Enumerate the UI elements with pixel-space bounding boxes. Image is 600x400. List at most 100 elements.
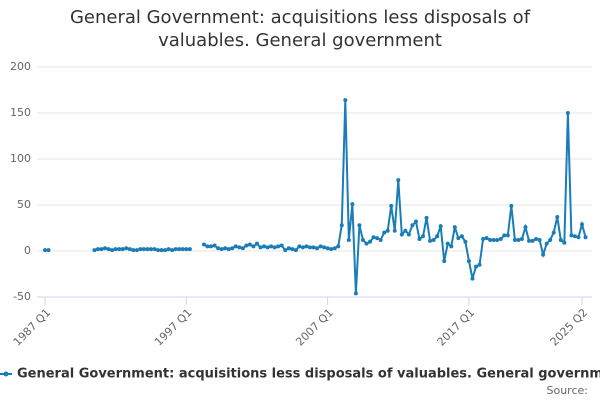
x-tick-label: 1987 Q1 <box>11 306 54 349</box>
data-point <box>322 245 327 250</box>
data-point <box>127 247 132 252</box>
data-point <box>300 245 305 250</box>
data-point <box>410 223 415 228</box>
data-point <box>230 246 235 251</box>
data-point <box>491 237 496 242</box>
data-point <box>240 246 245 251</box>
data-point <box>463 239 468 244</box>
y-tick-label: -50 <box>13 290 31 303</box>
data-point <box>435 234 440 239</box>
source: Source: <box>547 384 589 397</box>
data-point <box>141 247 146 252</box>
data-point <box>534 237 539 242</box>
legend-marker <box>3 371 9 377</box>
data-point <box>562 240 567 245</box>
data-point <box>449 244 454 249</box>
x-tick-label: 2025 Q2 <box>548 306 591 349</box>
data-point <box>488 237 493 242</box>
data-point <box>265 245 270 250</box>
data-point <box>583 235 588 240</box>
y-tick-label: 200 <box>10 60 31 73</box>
data-point <box>332 246 337 251</box>
data-point <box>170 248 175 253</box>
data-point <box>509 203 514 208</box>
data-point <box>512 237 517 242</box>
data-point <box>558 237 563 242</box>
data-point <box>307 245 312 250</box>
data-point <box>297 244 302 249</box>
data-point <box>163 248 168 253</box>
data-point <box>166 247 171 252</box>
data-point <box>544 241 549 246</box>
data-point <box>431 237 436 242</box>
data-point <box>371 235 376 240</box>
data-point <box>368 239 373 244</box>
data-point <box>325 246 330 251</box>
data-point <box>339 223 344 228</box>
data-point <box>474 264 479 269</box>
data-point <box>201 242 206 247</box>
series-line <box>45 100 587 294</box>
data-point <box>272 245 277 250</box>
data-point <box>251 244 256 249</box>
data-point <box>442 259 447 264</box>
data-point <box>459 234 464 239</box>
data-point <box>124 246 129 251</box>
data-point <box>177 247 182 252</box>
data-point <box>548 237 553 242</box>
data-point <box>551 230 556 235</box>
data-point <box>254 241 259 246</box>
data-point <box>276 244 281 249</box>
data-point <box>329 247 334 252</box>
data-point <box>219 247 224 252</box>
y-tick-label: 100 <box>10 152 31 165</box>
data-point <box>318 244 323 249</box>
data-point <box>92 248 97 253</box>
data-point <box>187 247 192 252</box>
data-point <box>417 237 422 242</box>
data-point <box>396 178 401 183</box>
data-point <box>103 246 108 251</box>
data-point <box>502 233 507 238</box>
data-point <box>353 291 358 296</box>
data-point <box>406 232 411 237</box>
data-point <box>530 238 535 243</box>
data-point <box>43 248 47 253</box>
data-point <box>481 237 486 242</box>
data-point <box>569 233 574 238</box>
data-point <box>205 244 210 249</box>
data-point <box>134 248 139 253</box>
data-point <box>516 237 521 242</box>
data-point <box>445 241 450 246</box>
y-tick-label: 50 <box>17 198 31 211</box>
data-point <box>138 247 143 252</box>
data-point <box>572 234 577 239</box>
data-point <box>258 245 263 250</box>
data-point <box>145 247 150 252</box>
data-point <box>565 111 570 115</box>
data-point <box>99 247 104 252</box>
data-point <box>223 246 228 251</box>
data-point <box>375 236 380 241</box>
data-point <box>498 237 503 242</box>
data-point <box>159 248 164 253</box>
data-point <box>456 236 461 241</box>
data-point <box>180 247 185 252</box>
data-point <box>173 247 178 252</box>
data-point <box>541 252 546 257</box>
data-point <box>262 244 267 249</box>
x-tick-label: 2017 Q1 <box>435 306 478 349</box>
data-point <box>466 259 471 264</box>
data-point <box>95 247 100 252</box>
data-point <box>315 246 320 251</box>
x-tick-label: 1997 Q1 <box>152 306 195 349</box>
data-point <box>120 247 125 252</box>
data-point <box>360 237 365 242</box>
data-point <box>389 203 394 208</box>
data-point <box>244 243 249 248</box>
data-point <box>576 235 581 240</box>
data-point <box>527 238 532 243</box>
data-point <box>106 247 111 252</box>
